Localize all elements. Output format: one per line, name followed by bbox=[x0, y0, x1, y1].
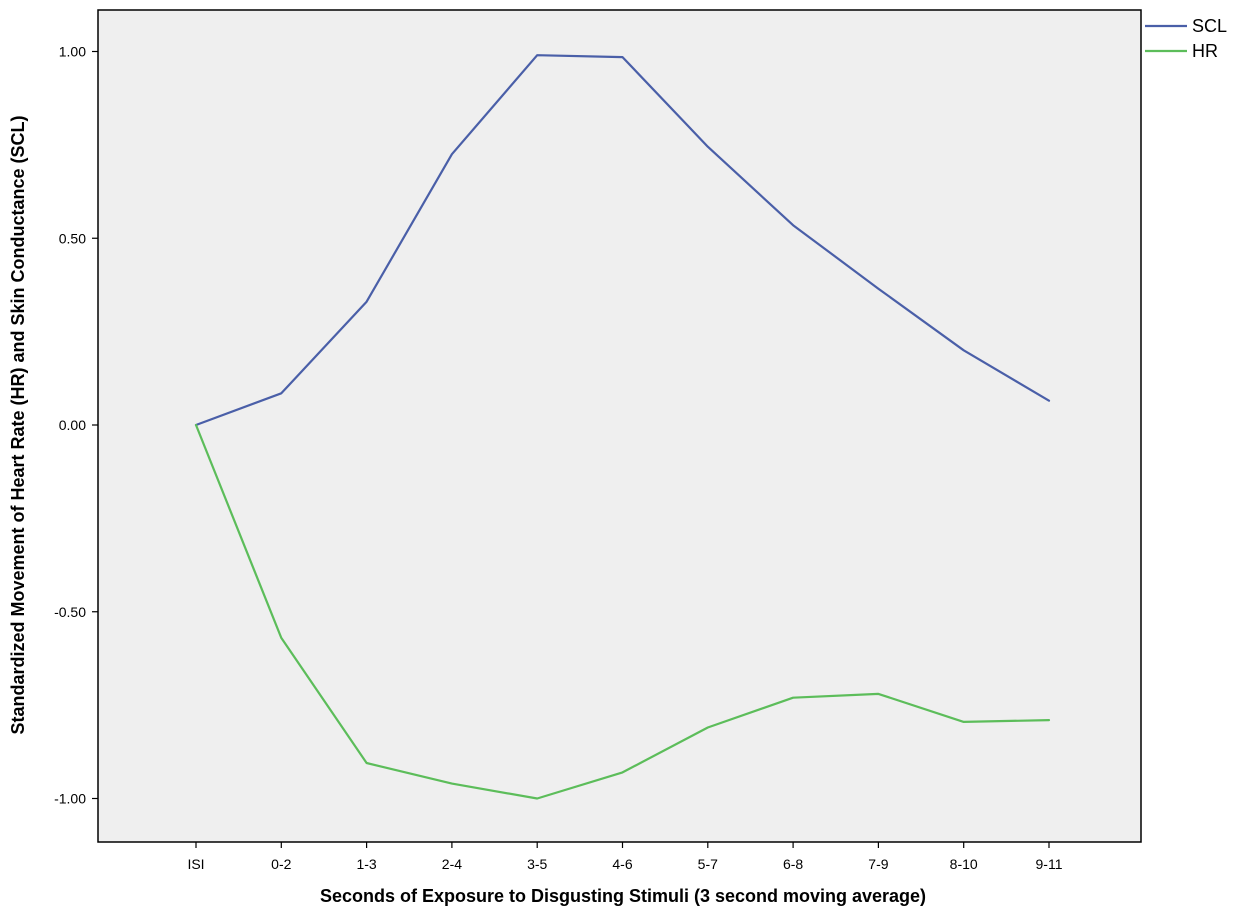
plot-area bbox=[97, 9, 1142, 843]
x-tick-label: 9-11 bbox=[1036, 856, 1063, 872]
series-line-hr bbox=[194, 423, 1051, 800]
y-tick-label: 0.00 bbox=[59, 417, 86, 433]
x-tick-label: 7-9 bbox=[868, 856, 888, 872]
x-axis-title: Seconds of Exposure to Disgusting Stimul… bbox=[320, 886, 926, 906]
legend-label-scl: SCL bbox=[1192, 16, 1227, 36]
x-tick-label: ISI bbox=[187, 856, 204, 872]
x-tick-label: 8-10 bbox=[950, 856, 978, 872]
x-tick-label: 6-8 bbox=[783, 856, 803, 872]
legend-label-hr: HR bbox=[1192, 41, 1218, 61]
legend: SCL HR bbox=[1145, 16, 1227, 61]
series-line-scl bbox=[194, 54, 1051, 427]
x-tick-label: 5-7 bbox=[698, 856, 718, 872]
y-tick-label: -0.50 bbox=[54, 604, 86, 620]
y-tick-label: 0.50 bbox=[59, 230, 86, 246]
x-tick-label: 0-2 bbox=[271, 856, 291, 872]
x-tick-label: 1-3 bbox=[356, 856, 376, 872]
x-axis-ticks: ISI 0-2 1-3 2-4 3-5 4-6 5-7 6-8 7-9 8-10 9-11 bbox=[187, 842, 1063, 872]
y-axis-title: Standardized Movement of Heart Rate (HR)… bbox=[8, 115, 28, 734]
y-tick-label: -1.00 bbox=[54, 791, 86, 807]
y-tick-label: 1.00 bbox=[59, 44, 86, 60]
x-tick-label: 3-5 bbox=[527, 856, 547, 872]
y-axis-ticks: 1.00 0.50 0.00 -0.50 -1.00 bbox=[54, 44, 98, 807]
x-tick-label: 2-4 bbox=[442, 856, 462, 872]
x-tick-label: 4-6 bbox=[612, 856, 632, 872]
series-lines bbox=[194, 54, 1051, 800]
